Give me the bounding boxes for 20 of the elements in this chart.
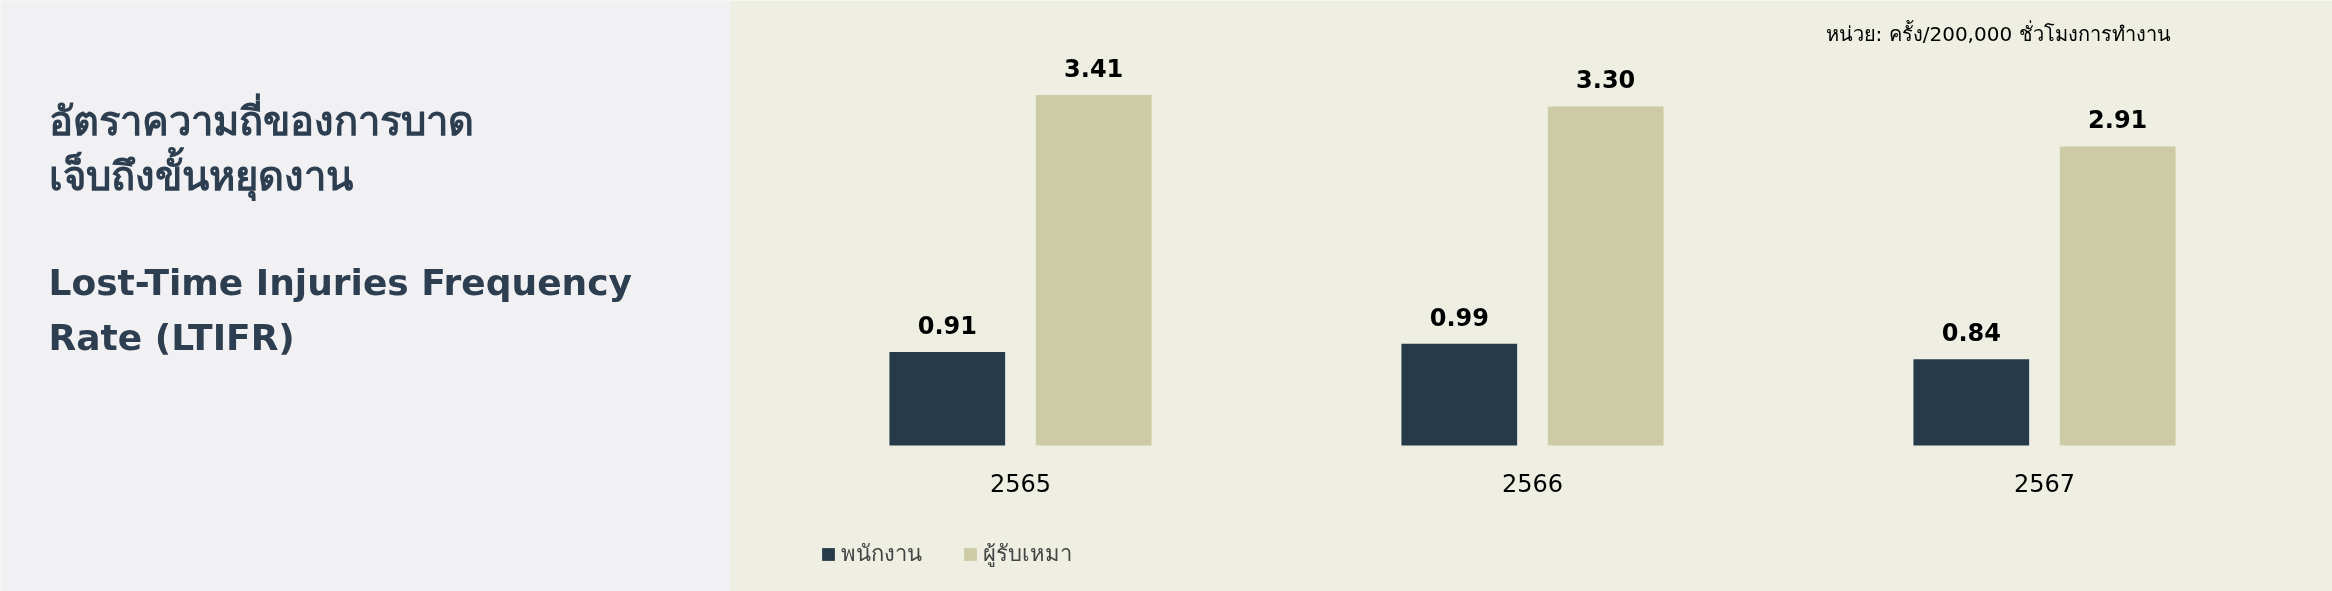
data-label: 0.99 — [1429, 303, 1489, 332]
bar — [1401, 343, 1518, 446]
data-label: 0.84 — [1941, 319, 2001, 348]
x-tick-label: 2566 — [1501, 469, 1564, 498]
data-label: 3.41 — [1064, 55, 1124, 84]
bar — [889, 351, 1006, 446]
legend-label: ผู้รับเหมา — [983, 540, 1072, 569]
text: Lost-Time Injuries Frequency Rate (LTIFR) — [48, 262, 632, 358]
bar — [2059, 146, 2176, 446]
text: อัตราความถี่ของการบาดเจ็บถึงขั้นหยุดงาน — [48, 92, 474, 202]
x-tick-label: 2567 — [2013, 469, 2076, 498]
data-label: 2.91 — [2088, 106, 2148, 135]
data-label: 0.91 — [917, 311, 977, 340]
bar — [1035, 95, 1152, 446]
legend-label: พนักงาน — [841, 540, 922, 568]
bar — [1547, 106, 1664, 446]
x-tick-label: 2565 — [989, 469, 1052, 498]
data-label: 3.30 — [1576, 66, 1636, 95]
bar — [1913, 359, 2030, 446]
text: หน่วย: ครั้ง/200,000 ชั่วโมงการทำงาน — [1825, 19, 2171, 46]
